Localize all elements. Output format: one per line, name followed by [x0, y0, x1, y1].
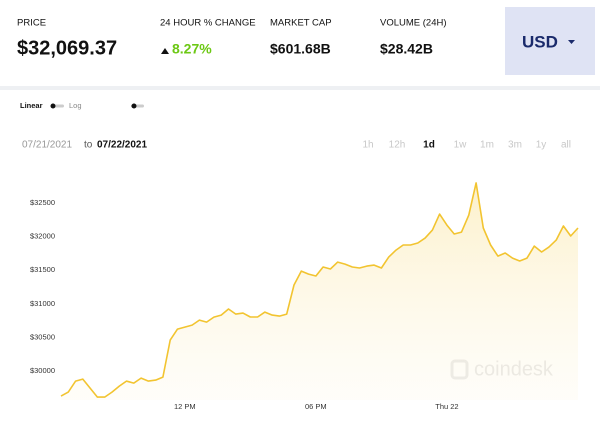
currency: USD — [522, 32, 558, 51]
x-tick-label: 12 PM — [174, 402, 196, 411]
range-button[interactable]: all — [561, 140, 571, 151]
change-label: 24 HOUR % CHANGE — [160, 18, 256, 29]
header-divider — [0, 86, 600, 90]
price-line — [60, 182, 579, 398]
toggle-knob — [131, 103, 137, 109]
change: 8.27% — [172, 41, 212, 57]
range-button[interactable]: 1w — [454, 140, 468, 151]
y-tick-label: $30500 — [30, 332, 55, 341]
date-from[interactable]: 07/21/2021 — [22, 140, 72, 151]
date-to[interactable]: 07/22/2021 — [97, 140, 147, 151]
market-cap: $601.68B — [270, 41, 331, 57]
price: $32,069.37 — [17, 37, 117, 59]
x-tick-label: 06 PM — [305, 402, 327, 411]
toggle-log[interactable]: Log — [69, 101, 82, 110]
toggle-linear[interactable]: Linear — [20, 101, 43, 110]
y-tick-label: $32500 — [30, 198, 55, 207]
x-tick-label: Thu 22 — [435, 402, 458, 411]
currency-bg — [505, 7, 595, 75]
volume-label: VOLUME (24H) — [380, 18, 447, 29]
range-button[interactable]: 3m — [508, 140, 522, 151]
y-tick-label: $32000 — [30, 232, 55, 241]
y-tick-label: $30000 — [30, 366, 55, 375]
caret — [568, 40, 575, 44]
up-arrow — [161, 48, 169, 54]
range-button[interactable]: 1d — [423, 140, 435, 151]
volume: $28.42B — [380, 41, 433, 57]
range-button[interactable]: 1m — [480, 140, 494, 151]
range-button[interactable]: 1y — [536, 140, 547, 151]
currency-button[interactable]: USD — [505, 7, 595, 75]
toggle-knob — [50, 103, 56, 109]
range-button[interactable]: 12h — [389, 140, 406, 151]
y-tick-label: $31000 — [30, 299, 55, 308]
date-to-word: to — [84, 140, 93, 151]
market-cap-label: MARKET CAP — [270, 18, 332, 29]
range-button[interactable]: 1h — [362, 140, 373, 151]
price-label: PRICE — [17, 18, 46, 29]
area-fill — [61, 182, 578, 400]
y-tick-label: $31500 — [30, 265, 55, 274]
